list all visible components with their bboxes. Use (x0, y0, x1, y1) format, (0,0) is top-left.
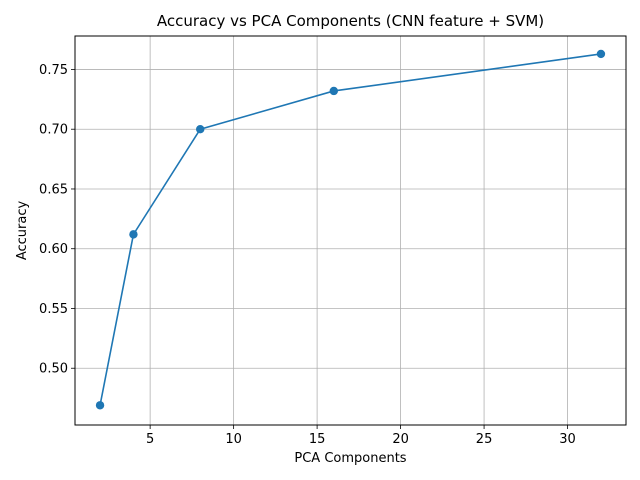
y-tick-label: 0.70 (39, 123, 68, 138)
y-axis-label: Accuracy (15, 201, 30, 261)
x-tick-label: 5 (146, 432, 154, 447)
x-tick-label: 25 (476, 432, 493, 447)
plot-frame (74, 35, 627, 426)
data-point (129, 230, 138, 239)
y-tick-label: 0.55 (39, 302, 68, 317)
y-tick-label: 0.50 (39, 362, 68, 377)
data-point (329, 86, 339, 96)
grid (75, 36, 626, 425)
x-tick-label: 15 (309, 432, 326, 447)
series-layer (95, 49, 606, 410)
x-tick-label: 20 (392, 432, 409, 447)
x-tick-label: 30 (559, 432, 576, 447)
data-point (196, 125, 205, 134)
y-tick-label: 0.60 (39, 242, 68, 257)
x-tick-label: 10 (225, 432, 242, 447)
ticks: 5 10 15 20 25 30 0.50 0.55 0.60 0.65 0.70 0.75 (39, 63, 576, 447)
data-point (596, 49, 606, 59)
data-point (95, 401, 105, 410)
x-axis-label: PCA Components (294, 451, 406, 466)
y-tick-label: 0.65 (39, 182, 68, 197)
y-tick-label: 0.75 (39, 63, 68, 78)
chart-title: Accuracy vs PCA Components (CNN feature … (157, 12, 544, 30)
